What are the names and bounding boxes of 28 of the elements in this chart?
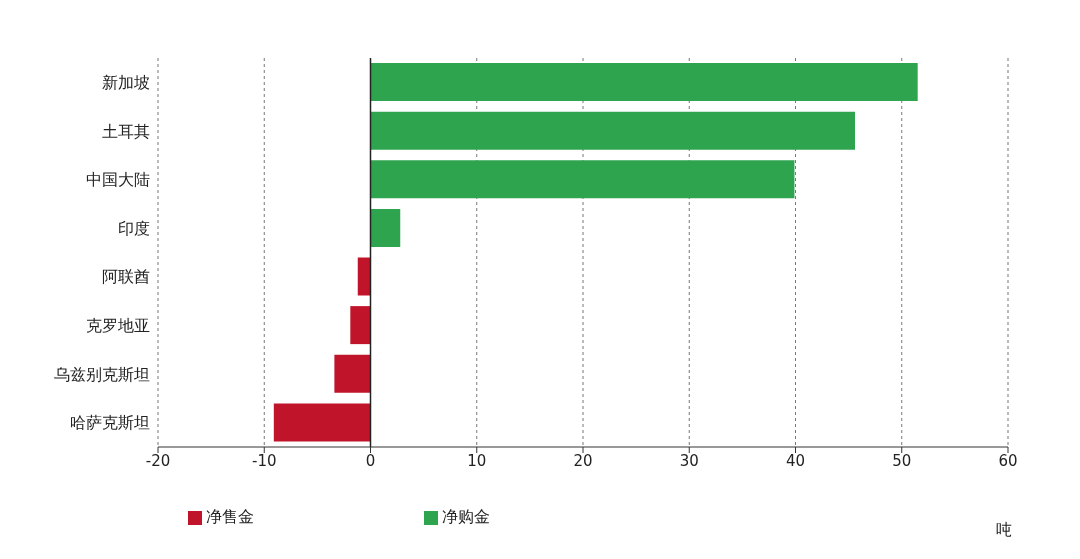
legend-label: 净购金 [442, 507, 490, 526]
y-tick-label: 阿联酋 [102, 267, 150, 287]
x-axis-title: 吨 [996, 520, 1012, 541]
bar [334, 354, 371, 393]
x-tick-label: 60 [998, 451, 1018, 470]
x-tick-label: 10 [467, 451, 487, 470]
bar [357, 257, 371, 296]
x-tick-label: 0 [365, 451, 376, 470]
y-tick-label: 乌兹别克斯坦 [54, 364, 150, 384]
x-tick-label: 20 [573, 451, 593, 470]
bar [370, 63, 918, 101]
y-tick-label: 新加坡 [102, 72, 150, 92]
x-tick-label: -10 [252, 451, 277, 470]
y-tick-label: 中国大陆 [86, 170, 150, 190]
y-tick-label: 印度 [118, 218, 150, 238]
y-tick-label: 土耳其 [102, 121, 150, 141]
bar [370, 111, 855, 150]
bar [370, 208, 401, 247]
x-tick-label: 50 [892, 451, 912, 470]
y-tick-label: 哈萨克斯坦 [70, 413, 150, 433]
x-tick-label: 30 [679, 451, 699, 470]
legend-label: 净售金 [206, 507, 254, 526]
bar [273, 403, 371, 442]
bar [350, 306, 371, 345]
y-tick-label: 克罗地亚 [86, 316, 150, 336]
x-tick-label: 40 [785, 451, 806, 470]
bar [370, 160, 795, 199]
x-tick-label: -20 [145, 451, 171, 470]
